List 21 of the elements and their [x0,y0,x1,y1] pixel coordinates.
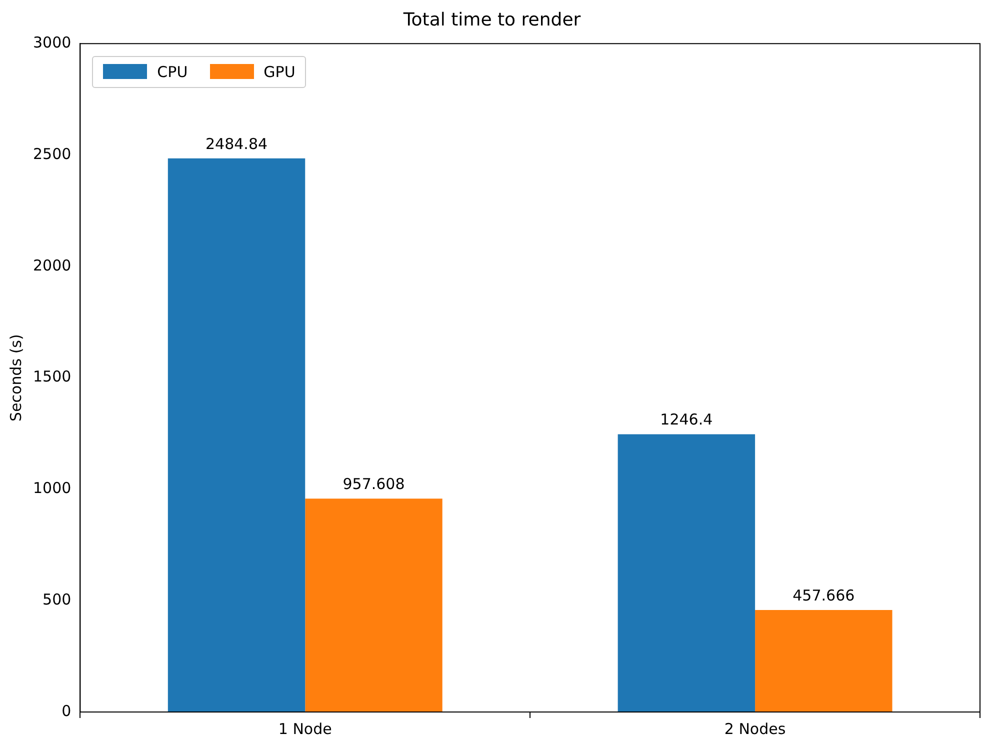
data-label: 957.608 [342,475,405,494]
legend-label: GPU [264,62,296,81]
x-tick-label: 1 Node [278,720,332,738]
y-tick-label: 2000 [32,256,72,274]
y-tick-label: 0 [62,702,72,720]
bar [618,434,756,712]
chart-title: Total time to render [402,9,582,30]
y-tick-label: 1500 [32,368,72,386]
legend-label: CPU [157,62,188,81]
bar [755,610,892,712]
y-tick-label: 500 [42,590,72,608]
y-axis-title: Seconds (s) [6,334,25,422]
data-label: 2484.84 [206,134,268,153]
y-tick-label: 3000 [32,33,72,52]
y-tick-label: 1000 [32,479,72,498]
y-tick-label: 2500 [32,144,72,163]
data-label: 457.666 [792,586,855,604]
bar [305,498,442,712]
bar [168,158,306,712]
x-tick-label: 2 Nodes [724,720,786,738]
data-label: 1246.4 [660,410,713,429]
